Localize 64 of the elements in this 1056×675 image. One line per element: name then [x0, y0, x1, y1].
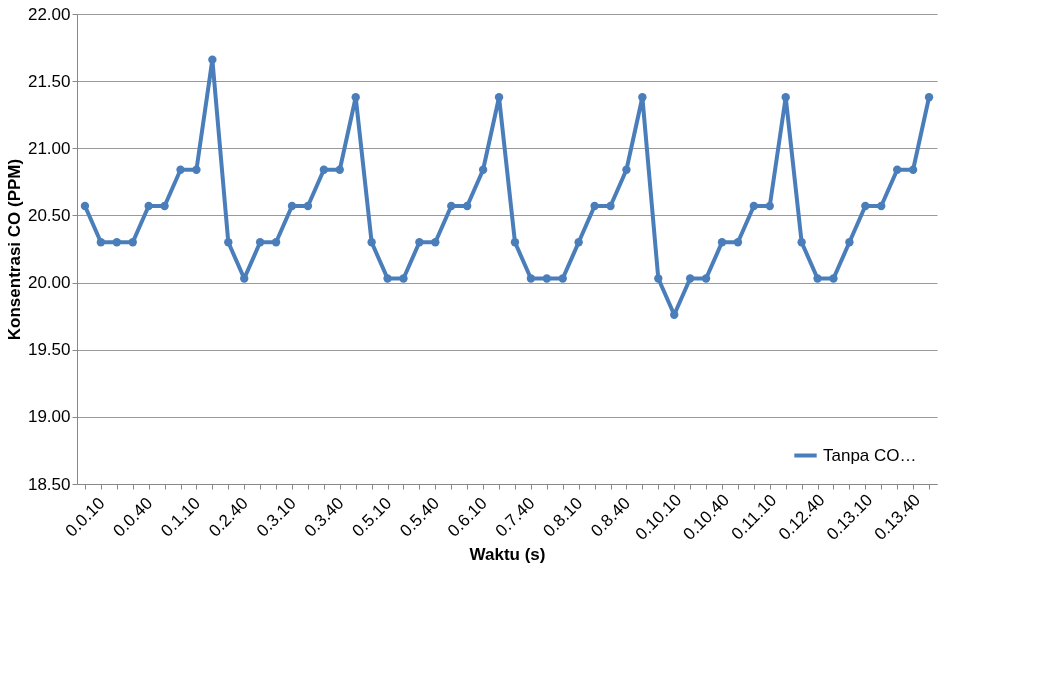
point: [542, 274, 551, 283]
y-axis-title: Konsentrasi CO (PPM): [4, 158, 24, 341]
point: [765, 201, 774, 211]
point: [622, 165, 631, 174]
point: [749, 201, 759, 211]
y-tick-label: 21.00: [27, 138, 71, 158]
point: [638, 93, 647, 102]
point: [877, 201, 886, 211]
point: [255, 238, 265, 247]
point: [829, 274, 838, 283]
y-tick-label: 19.00: [27, 407, 71, 427]
point: [96, 238, 106, 247]
point: [240, 274, 249, 283]
point: [431, 238, 440, 247]
point: [367, 238, 376, 247]
point: [478, 165, 488, 174]
point: [463, 201, 472, 211]
point: [112, 238, 121, 247]
point: [303, 201, 313, 211]
point: [733, 238, 743, 247]
point: [399, 274, 408, 283]
point: [447, 201, 456, 211]
point: [590, 201, 599, 211]
point: [415, 238, 424, 247]
point: [654, 274, 663, 283]
point: [192, 165, 201, 174]
point: [717, 238, 727, 247]
point: [861, 201, 870, 211]
legend-label: Tanpa CO…: [823, 445, 917, 465]
y-tick-label: 20.00: [27, 273, 71, 293]
point: [494, 93, 504, 102]
y-tick-label: 18.50: [27, 474, 71, 494]
point: [287, 201, 297, 211]
point: [574, 238, 583, 247]
point: [144, 201, 153, 211]
point: [271, 238, 281, 247]
point: [526, 274, 536, 283]
point: [924, 93, 934, 102]
point: [319, 165, 329, 174]
y-tick-label: 19.50: [27, 340, 71, 360]
y-tick-label: 22.00: [27, 4, 71, 24]
point: [510, 238, 520, 247]
point: [685, 274, 695, 283]
point: [701, 274, 711, 283]
point: [176, 165, 185, 174]
x-axis-title: Waktu (s): [469, 545, 546, 565]
point: [845, 238, 854, 247]
point: [908, 165, 918, 174]
y-tick-label: 20.50: [27, 205, 71, 225]
point: [606, 201, 615, 211]
point: [208, 55, 217, 64]
y-tick-label: 21.50: [27, 71, 71, 91]
point: [893, 165, 902, 174]
point: [781, 93, 790, 102]
point: [351, 93, 360, 102]
point: [160, 201, 169, 211]
point: [558, 274, 567, 283]
point: [224, 238, 233, 247]
point: [80, 201, 90, 211]
point: [335, 165, 344, 174]
point: [128, 238, 137, 247]
point: [797, 238, 806, 247]
point: [813, 274, 822, 283]
point: [383, 274, 392, 283]
